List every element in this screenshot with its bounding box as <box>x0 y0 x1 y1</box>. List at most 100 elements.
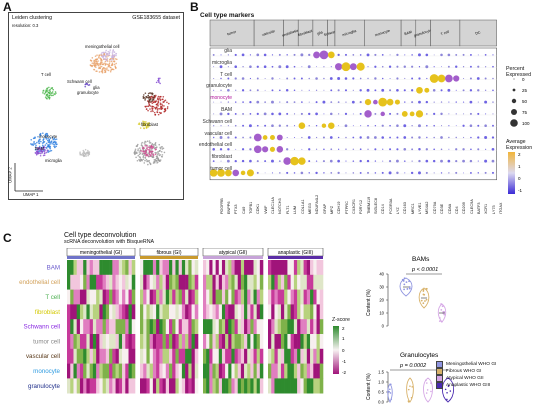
heatmap-cell <box>284 304 288 320</box>
heatmap-cell <box>293 363 298 379</box>
dotplot-dot <box>209 169 218 177</box>
umap-cell-point <box>100 58 103 61</box>
bam-point <box>422 290 425 292</box>
heatmap-cell <box>300 304 304 320</box>
umap-cell-point <box>157 97 159 99</box>
dotplot-dot <box>301 66 303 68</box>
heatmap-cell <box>259 274 264 290</box>
dotplot-dot <box>227 101 230 103</box>
dotplot-dot <box>491 147 495 151</box>
dotplot-dot <box>394 99 400 105</box>
dotplot-dot <box>293 172 296 174</box>
dotplot-group-label: glia <box>317 30 324 36</box>
dotplot-dot <box>448 101 450 103</box>
umap-cell-point <box>146 105 148 108</box>
dotplot-dot <box>256 160 259 163</box>
dotplot-dot <box>234 112 237 115</box>
bam-point <box>443 313 446 316</box>
umap-cell-point <box>49 94 52 96</box>
dotplot-dot <box>264 89 266 91</box>
heatmap-cell <box>143 274 147 290</box>
dotplot-dot <box>234 77 237 80</box>
dotplot-gene-label: CD209 <box>462 202 467 214</box>
dotplot-dot <box>378 97 388 107</box>
umap-cell-point <box>148 96 151 98</box>
dotplot-dot <box>235 101 237 103</box>
heatmap-cell <box>290 319 295 335</box>
dotplot-dot <box>241 77 245 80</box>
heatmap-cell <box>109 319 113 335</box>
umap-cell-point <box>140 143 143 145</box>
dotplot-dot <box>382 160 384 162</box>
dotplot-gene-label: SIGLEC8 <box>374 197 379 214</box>
dotplot-dot <box>330 101 333 104</box>
dotplot-dot <box>322 136 325 139</box>
umap-cell-point <box>46 89 49 91</box>
umap-cell-point <box>157 151 159 153</box>
dotplot-dot <box>448 136 450 139</box>
heatmap-cell <box>169 363 173 379</box>
dotplot-dot <box>337 77 341 80</box>
heatmap-cell <box>247 319 251 335</box>
umap-cell-point <box>105 52 108 55</box>
dotplot-dot <box>219 112 223 116</box>
umap-cell-point <box>143 122 145 124</box>
dotplot-dot <box>404 172 406 174</box>
zscore-tick-m2: -2 <box>342 370 346 375</box>
dotplot-dot <box>337 101 340 103</box>
heatmap-cell <box>118 319 123 335</box>
heatmap-cell <box>259 304 264 320</box>
heatmap-cell <box>256 289 261 305</box>
gran-point <box>410 396 413 399</box>
dotplot-dot <box>410 89 414 92</box>
deconv-group-label: fibrous (GI) <box>156 250 181 256</box>
dotplot-dot <box>366 159 370 163</box>
umap-cell-point <box>52 94 54 97</box>
dotplot-gene-label: CDK1 <box>256 203 261 214</box>
dotplot-dot <box>360 125 362 127</box>
heatmap-cell <box>277 260 282 276</box>
umap-cell-point <box>42 92 44 94</box>
heatmap-cell <box>231 363 235 379</box>
heatmap-cell <box>290 334 295 350</box>
dotplot-dot <box>308 53 311 57</box>
violin-ytick: 30 <box>379 285 384 290</box>
heatmap-cell <box>99 319 103 335</box>
heatmap-cell <box>188 289 192 305</box>
heatmap-cell <box>212 319 216 335</box>
umap-cell-point <box>157 105 159 107</box>
heatmap-cell <box>228 304 232 320</box>
heatmap-cell <box>109 289 113 305</box>
heatmap-cell <box>67 363 71 379</box>
dotplot-gene-label: FLT1 <box>285 205 290 214</box>
umap-cell-point <box>158 143 161 146</box>
heatmap-cell <box>149 363 154 379</box>
dotplot-dot <box>235 89 237 91</box>
dotplot-dot <box>462 124 465 127</box>
heatmap-cell <box>240 260 245 276</box>
umap-cell-point <box>84 148 87 151</box>
dotplot-dot <box>269 146 276 152</box>
umap-cell-point <box>144 159 146 162</box>
heatmap-cell <box>83 260 87 276</box>
heatmap-cell <box>115 304 120 320</box>
dotplot-dot <box>329 136 333 139</box>
heatmap-cell <box>209 260 213 276</box>
expr-colorbar <box>508 152 515 194</box>
umap-cell-point <box>152 146 154 148</box>
umap-cell-point <box>85 152 88 154</box>
umap-cell-point <box>143 162 146 164</box>
umap-cell-point <box>48 89 51 92</box>
heatmap-cell <box>67 319 71 335</box>
dotplot-dot <box>491 136 495 139</box>
heatmap-cell <box>188 319 192 335</box>
heatmap-cell <box>99 348 103 364</box>
dotplot-dot <box>433 172 435 174</box>
heatmap-cell <box>271 304 275 320</box>
dotplot-dot <box>374 112 377 115</box>
dotplot-dot <box>293 125 296 127</box>
dotplot-dot <box>344 124 348 128</box>
umap-cell-point <box>48 92 51 94</box>
dotplot-dot <box>330 112 333 116</box>
heatmap-cell <box>67 289 71 305</box>
